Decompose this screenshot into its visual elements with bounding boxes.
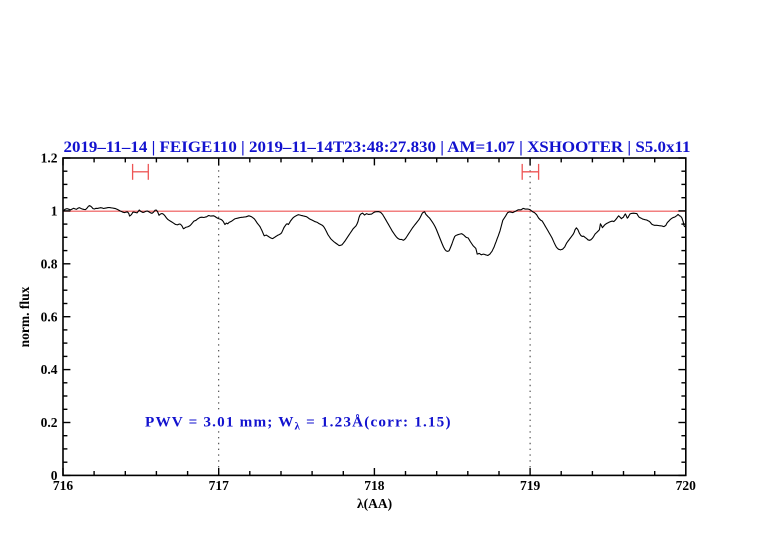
svg-text:0: 0 xyxy=(51,468,58,483)
svg-text:718: 718 xyxy=(364,478,385,493)
svg-text:0.6: 0.6 xyxy=(41,309,58,324)
svg-text:719: 719 xyxy=(520,478,541,493)
svg-text:0.4: 0.4 xyxy=(41,362,58,377)
svg-text:norm. flux: norm. flux xyxy=(17,286,32,347)
svg-text:717: 717 xyxy=(209,478,230,493)
svg-text:0.2: 0.2 xyxy=(41,415,58,430)
svg-text:2019–11–14 | FEIGE110 | 20: 2019–11–14 | FEIGE110 | 2019–11–14T23:48… xyxy=(64,137,691,156)
svg-text:716: 716 xyxy=(53,478,74,493)
svg-text:1.2: 1.2 xyxy=(41,151,58,166)
svg-text:720: 720 xyxy=(676,478,697,493)
svg-text:0.8: 0.8 xyxy=(41,256,58,271)
svg-text:1: 1 xyxy=(51,204,58,219)
svg-text:λ(AA): λ(AA) xyxy=(357,496,392,511)
